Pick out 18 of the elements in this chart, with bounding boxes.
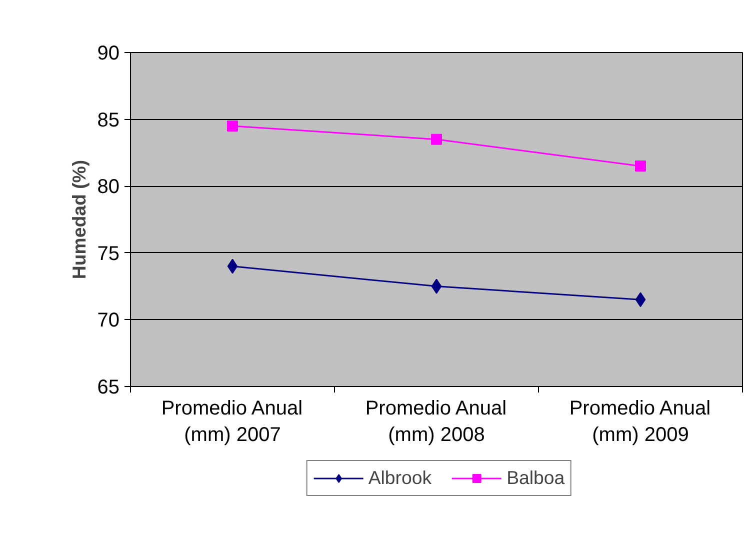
legend-label: Albrook xyxy=(368,467,432,489)
y-tick-label: 85 xyxy=(97,109,120,132)
y-axis-title: Humedad (%) xyxy=(68,160,90,280)
y-tick-label: 75 xyxy=(97,242,120,265)
y-tick-label: 90 xyxy=(97,42,120,64)
point xyxy=(431,278,442,294)
y-tick-label: 80 xyxy=(97,176,120,198)
y-tick-label: 70 xyxy=(97,310,120,332)
x-tick-label: Promedio Anual (mm) 2007 xyxy=(161,398,303,446)
point xyxy=(635,160,646,172)
x-tick-label: Promedio Anual (mm) 2008 xyxy=(365,398,507,446)
point xyxy=(635,292,646,308)
legend-label: Balboa xyxy=(506,467,565,489)
point xyxy=(227,120,238,132)
point xyxy=(227,258,238,274)
x-tick-label: Promedio Anual (mm) 2009 xyxy=(569,398,711,446)
y-tick-label: 65 xyxy=(97,376,120,398)
point xyxy=(431,134,442,145)
